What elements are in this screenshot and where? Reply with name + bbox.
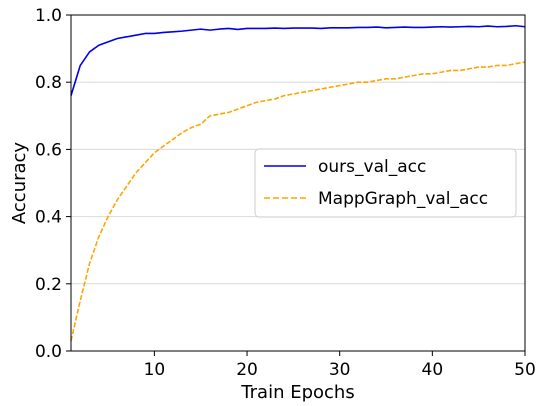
y-tick-label: 0.4	[35, 208, 62, 228]
y-tick-label: 0.6	[35, 140, 62, 160]
series-line-MappGraph_val_acc	[70, 61, 526, 342]
x-tick-label: 20	[236, 360, 258, 380]
legend: ours_val_acc MappGraph_val_acc	[254, 148, 517, 218]
x-tick-label: 10	[144, 360, 166, 380]
y-tick-label: 0.8	[35, 73, 62, 93]
plot-frame	[70, 14, 526, 352]
x-tick-label: 40	[422, 360, 444, 380]
legend-frame	[254, 148, 517, 218]
series-lines	[70, 24, 526, 342]
legend-label-ours: ours_val_acc	[318, 157, 426, 177]
y-axis-title: Accuracy	[9, 142, 30, 225]
y-axis-ticks: 0.0 0.2 0.4 0.6 0.8 1.0	[35, 6, 71, 362]
series-line-ours_val_acc	[70, 24, 526, 96]
x-tick-label: 30	[329, 360, 351, 380]
x-axis-ticks: 10 20 30 40 50	[144, 351, 536, 380]
y-tick-label: 1.0	[35, 6, 62, 26]
x-axis-title: Train Epochs	[240, 382, 354, 403]
y-tick-label: 0.0	[35, 342, 62, 362]
y-tick-label: 0.2	[35, 275, 62, 295]
x-tick-label: 50	[514, 360, 536, 380]
legend-label-mappgraph: MappGraph_val_acc	[318, 189, 488, 209]
